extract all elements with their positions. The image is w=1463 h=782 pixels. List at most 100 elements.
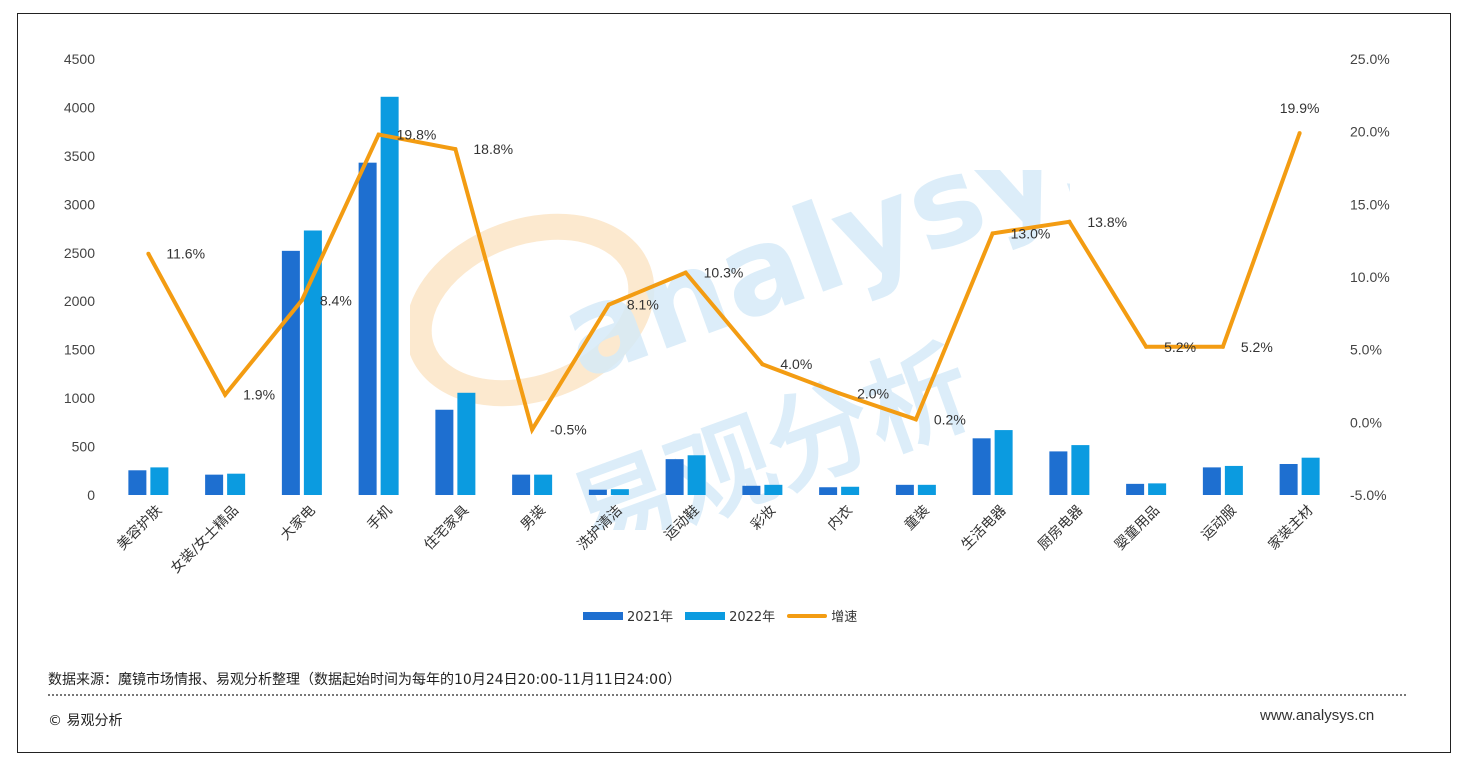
growth-point: [760, 362, 765, 367]
growth-point: [1220, 344, 1225, 349]
growth-data-label: 8.1%: [627, 297, 659, 313]
bar-2022: [457, 392, 476, 495]
legend-item-2022: 2022年: [685, 606, 775, 625]
x-axis-labels: 美容护肤 女装/女士精品 大家电 手机 住宅家具 男装 洗护清洁 运动鞋 彩妆 内衣 童装 生活电器厨…: [114, 502, 1317, 577]
growth-point: [913, 417, 918, 422]
legend-swatch-2022: [685, 611, 726, 620]
y-left-tick-label: 3000: [64, 196, 95, 212]
bar-2021: [895, 484, 914, 495]
bar-2021: [205, 474, 224, 495]
bar-2021: [128, 470, 147, 495]
growth-data-label: 10.3%: [704, 265, 744, 281]
x-category-label: 生活电器: [959, 503, 1010, 554]
bar-2022: [150, 467, 169, 495]
bar-2021: [512, 474, 531, 495]
growth-data-label: 4.0%: [780, 356, 812, 372]
y-left-tick-label: 3500: [64, 148, 95, 164]
bar-2022: [227, 473, 246, 495]
x-category-label: 住宅家具: [421, 502, 473, 554]
bar-2022: [917, 484, 936, 495]
y-left-tick-label: 1000: [64, 390, 95, 406]
growth-data-label: 18.8%: [473, 141, 513, 157]
legend-label-growth: 增速: [831, 610, 858, 625]
bar-2021: [819, 487, 838, 495]
growth-point: [837, 391, 842, 396]
x-category-label: 厨房电器: [1035, 503, 1086, 554]
bar-2021: [1202, 467, 1221, 495]
x-category-label: 美容护肤: [114, 502, 166, 554]
growth-data-label: 0.2%: [934, 411, 966, 427]
x-category-label: 运动鞋: [661, 503, 702, 544]
y-right-tick-label: -5.0%: [1350, 487, 1387, 503]
y-right-tick-label: 15.0%: [1350, 196, 1390, 212]
x-category-label: 男装: [518, 503, 549, 534]
growth-polyline: [146, 132, 1302, 435]
bar-2021: [281, 250, 300, 495]
y-left-tick-label: 2000: [64, 293, 95, 309]
y-axis-right: -5.0% 0.0% 5.0% 10.0% 15.0% 20.0% 25.0%: [1350, 51, 1390, 503]
y-left-tick-label: 0: [87, 487, 95, 503]
growth-point: [1144, 344, 1149, 349]
growth-point: [683, 270, 688, 275]
bar-2021: [742, 485, 761, 495]
y-axis-left: 0 500 1000 1500 2000 2500 3000 3500 4000 4500: [64, 51, 95, 503]
data-labels: 11.6% 1.9% 8.4% 19.8% 18.8% -0.5% 8.1% 10.3% 4.0…: [166, 100, 1319, 437]
bar-2022: [1301, 457, 1320, 495]
bar-2021: [358, 162, 377, 495]
growth-data-label: -0.5%: [550, 422, 587, 438]
copyright-text: © 易观分析: [48, 713, 123, 729]
bar-2022: [1071, 445, 1090, 495]
x-category-label: 家装主材: [1265, 502, 1317, 554]
y-left-tick-label: 4500: [64, 51, 95, 67]
bar-2021: [665, 459, 684, 495]
x-category-label: 手机: [364, 503, 395, 534]
x-category-label: 彩妆: [748, 503, 779, 534]
bar-2022: [764, 484, 783, 495]
x-category-label: 大家电: [277, 502, 319, 544]
chart-frame: [17, 13, 1451, 753]
growth-data-label: 5.2%: [1164, 339, 1196, 355]
legend-swatch-2021: [583, 611, 623, 620]
growth-point: [299, 298, 304, 303]
footer-divider: [48, 694, 1406, 696]
legend-label-2021: 2021年: [627, 610, 674, 625]
bar-2022: [380, 96, 399, 495]
y-left-tick-label: 1500: [64, 342, 95, 358]
y-right-tick-label: 0.0%: [1350, 414, 1382, 430]
website-link[interactable]: www.analysys.cn: [1260, 707, 1375, 724]
growth-point: [1297, 131, 1302, 136]
y-left-tick-label: 500: [72, 439, 96, 455]
legend-swatch-growth: [787, 613, 828, 618]
legend-item-2021: 2021年: [583, 606, 673, 625]
growth-point: [606, 302, 611, 307]
bar-2022: [534, 474, 553, 495]
y-left-tick-label: 4000: [64, 99, 95, 115]
x-category-label: 女装/女士精品: [167, 502, 242, 577]
y-right-tick-label: 20.0%: [1350, 124, 1390, 140]
bar-2022: [1224, 465, 1243, 495]
bar-2021: [1126, 483, 1145, 495]
growth-data-label: 2.0%: [857, 385, 889, 401]
growth-point: [1067, 219, 1072, 224]
bar-2022: [687, 455, 706, 495]
data-source-note: 数据来源：魔镜市场情报、易观分析整理（数据起始时间为每年的10月24日20:00…: [48, 672, 681, 688]
growth-data-label: 19.9%: [1280, 100, 1320, 116]
y-right-tick-label: 25.0%: [1350, 51, 1390, 67]
bar-2021: [588, 489, 607, 495]
bar-2021: [1049, 451, 1068, 495]
y-right-tick-label: 10.0%: [1350, 269, 1390, 285]
growth-point: [530, 427, 535, 432]
growth-data-label: 1.9%: [243, 387, 275, 403]
y-right-tick-label: 5.0%: [1350, 342, 1382, 358]
growth-point: [990, 231, 995, 236]
growth-point: [146, 251, 151, 256]
bar-2021: [435, 409, 454, 495]
bars: [128, 96, 1320, 495]
growth-data-label: 19.8%: [397, 127, 437, 143]
legend-item-growth: 增速: [787, 606, 857, 625]
y-left-tick-label: 2500: [64, 245, 95, 261]
x-category-label: 内衣: [825, 503, 856, 534]
growth-line: [146, 131, 1302, 435]
x-category-label: 运动服: [1199, 503, 1240, 544]
